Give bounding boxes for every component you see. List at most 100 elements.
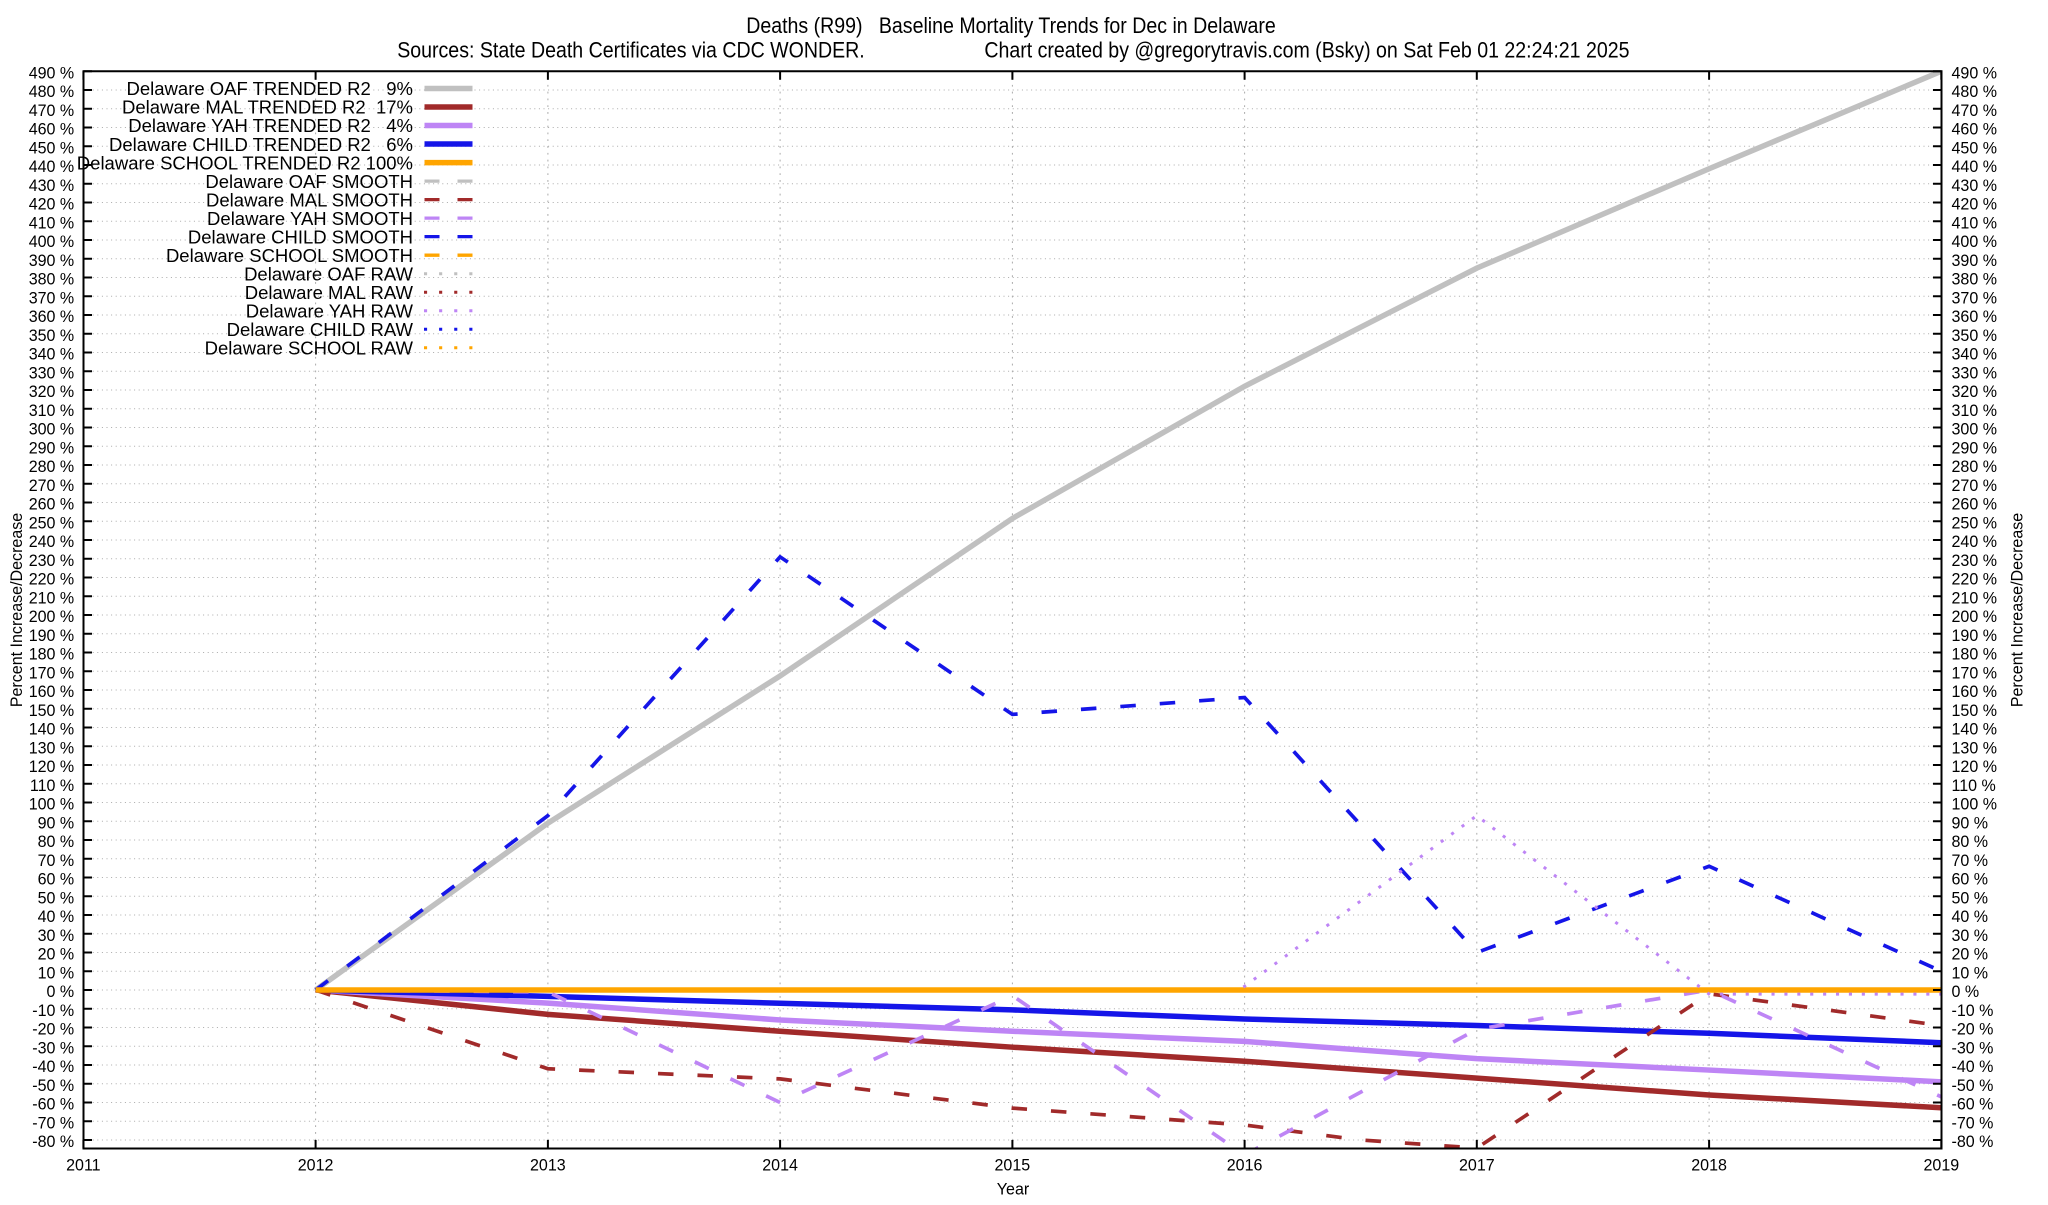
- svg-text:Delaware OAF TRENDED R2 9%: Delaware OAF TRENDED R2 9%: [127, 78, 414, 99]
- svg-text:-40 %: -40 %: [1952, 1057, 1994, 1077]
- svg-text:350 %: 350 %: [29, 325, 75, 345]
- svg-text:460 %: 460 %: [29, 119, 75, 139]
- svg-text:Percent Increase/Decrease: Percent Increase/Decrease: [7, 513, 27, 707]
- svg-text:210 %: 210 %: [29, 588, 75, 608]
- svg-text:120 %: 120 %: [29, 757, 75, 777]
- svg-text:360 %: 360 %: [1952, 307, 1998, 327]
- svg-text:-20 %: -20 %: [1952, 1019, 1994, 1039]
- svg-text:Delaware YAH RAW: Delaware YAH RAW: [246, 300, 414, 321]
- svg-text:320 %: 320 %: [1952, 382, 1998, 402]
- svg-text:460 %: 460 %: [1952, 119, 1998, 139]
- svg-text:-40 %: -40 %: [32, 1057, 74, 1077]
- svg-text:300 %: 300 %: [1952, 419, 1998, 439]
- svg-text:-50 %: -50 %: [32, 1075, 74, 1095]
- svg-text:40 %: 40 %: [1952, 907, 1989, 927]
- svg-text:-20 %: -20 %: [32, 1019, 74, 1039]
- svg-text:290 %: 290 %: [1952, 438, 1998, 458]
- svg-text:50 %: 50 %: [38, 888, 75, 908]
- svg-text:480 %: 480 %: [1952, 82, 1998, 102]
- svg-text:310 %: 310 %: [1952, 400, 1998, 420]
- svg-text:170 %: 170 %: [29, 663, 75, 683]
- svg-text:2017: 2017: [1459, 1155, 1495, 1175]
- svg-text:260 %: 260 %: [29, 494, 75, 514]
- svg-text:240 %: 240 %: [1952, 532, 1998, 552]
- svg-text:110 %: 110 %: [30, 775, 75, 795]
- svg-text:280 %: 280 %: [29, 457, 75, 477]
- svg-text:310 %: 310 %: [29, 400, 75, 420]
- svg-text:Delaware SCHOOL RAW: Delaware SCHOOL RAW: [205, 337, 414, 358]
- svg-text:Deaths (R99) Baseline Mortal: Deaths (R99) Baseline Mortality Trends f…: [746, 14, 1276, 39]
- svg-text:380 %: 380 %: [1952, 269, 1998, 289]
- svg-text:150 %: 150 %: [29, 700, 75, 720]
- svg-text:230 %: 230 %: [29, 550, 75, 570]
- svg-text:30 %: 30 %: [38, 925, 75, 945]
- svg-text:Delaware SCHOOL SMOOTH: Delaware SCHOOL SMOOTH: [166, 245, 413, 266]
- svg-text:300 %: 300 %: [29, 419, 75, 439]
- svg-text:Delaware OAF RAW: Delaware OAF RAW: [244, 263, 413, 284]
- svg-text:220 %: 220 %: [29, 569, 75, 589]
- svg-text:150 %: 150 %: [1952, 700, 1998, 720]
- svg-text:2019: 2019: [1924, 1155, 1960, 1175]
- svg-text:Delaware YAH TRENDED R2 4%: Delaware YAH TRENDED R2 4%: [128, 115, 413, 136]
- svg-text:10 %: 10 %: [38, 963, 75, 983]
- svg-text:270 %: 270 %: [29, 475, 75, 495]
- svg-text:-70 %: -70 %: [32, 1113, 74, 1133]
- svg-text:100 %: 100 %: [29, 794, 75, 814]
- svg-text:210 %: 210 %: [1952, 588, 1998, 608]
- svg-text:400 %: 400 %: [1952, 232, 1998, 252]
- svg-text:10 %: 10 %: [1952, 963, 1989, 983]
- svg-text:2012: 2012: [298, 1155, 334, 1175]
- svg-text:Delaware MAL SMOOTH: Delaware MAL SMOOTH: [206, 189, 413, 210]
- svg-text:430 %: 430 %: [1952, 175, 1998, 195]
- svg-text:370 %: 370 %: [1952, 288, 1998, 308]
- svg-text:-50 %: -50 %: [1952, 1075, 1994, 1095]
- svg-text:Delaware CHILD TRENDED R2 6%: Delaware CHILD TRENDED R2 6%: [109, 134, 413, 155]
- svg-text:Delaware OAF SMOOTH: Delaware OAF SMOOTH: [205, 171, 413, 192]
- svg-text:Delaware CHILD RAW: Delaware CHILD RAW: [227, 319, 414, 340]
- svg-text:-10 %: -10 %: [32, 1000, 74, 1020]
- svg-text:-70 %: -70 %: [1952, 1113, 1994, 1133]
- svg-text:490 %: 490 %: [1952, 63, 1998, 83]
- svg-text:440 %: 440 %: [29, 157, 75, 177]
- svg-text:470 %: 470 %: [1952, 100, 1998, 120]
- svg-text:Delaware MAL TRENDED R2 17%: Delaware MAL TRENDED R2 17%: [122, 97, 413, 118]
- svg-text:80 %: 80 %: [1952, 832, 1989, 852]
- svg-text:2015: 2015: [995, 1155, 1031, 1175]
- svg-text:440 %: 440 %: [1952, 157, 1998, 177]
- svg-text:20 %: 20 %: [1952, 944, 1989, 964]
- svg-text:50 %: 50 %: [1952, 888, 1989, 908]
- svg-text:140 %: 140 %: [1952, 719, 1998, 739]
- svg-text:2011: 2011: [66, 1155, 100, 1175]
- svg-text:380 %: 380 %: [29, 269, 75, 289]
- svg-text:270 %: 270 %: [1952, 475, 1998, 495]
- svg-text:410 %: 410 %: [1952, 213, 1998, 233]
- svg-text:190 %: 190 %: [1952, 625, 1998, 645]
- svg-text:490 %: 490 %: [29, 63, 75, 83]
- svg-text:290 %: 290 %: [29, 438, 75, 458]
- svg-text:90 %: 90 %: [38, 813, 75, 833]
- svg-text:0 %: 0 %: [1952, 982, 1980, 1002]
- svg-text:330 %: 330 %: [29, 363, 75, 383]
- svg-text:0 %: 0 %: [47, 982, 75, 1002]
- svg-text:20 %: 20 %: [38, 944, 75, 964]
- svg-text:-30 %: -30 %: [1952, 1038, 1994, 1058]
- svg-text:2013: 2013: [530, 1155, 566, 1175]
- svg-text:400 %: 400 %: [29, 232, 75, 252]
- svg-text:Delaware SCHOOL TRENDED R2 100: Delaware SCHOOL TRENDED R2 100%: [77, 152, 413, 173]
- svg-text:-60 %: -60 %: [32, 1094, 74, 1114]
- svg-text:160 %: 160 %: [29, 682, 75, 702]
- svg-text:180 %: 180 %: [1952, 644, 1998, 664]
- svg-text:180 %: 180 %: [29, 644, 75, 664]
- svg-text:240 %: 240 %: [29, 532, 75, 552]
- svg-text:Delaware YAH SMOOTH: Delaware YAH SMOOTH: [207, 208, 413, 229]
- svg-text:-80 %: -80 %: [32, 1132, 74, 1152]
- svg-text:Percent Increase/Decrease: Percent Increase/Decrease: [2007, 513, 2027, 707]
- svg-text:430 %: 430 %: [29, 175, 75, 195]
- svg-text:30 %: 30 %: [1952, 925, 1989, 945]
- svg-text:-80 %: -80 %: [1952, 1132, 1994, 1152]
- svg-text:330 %: 330 %: [1952, 363, 1998, 383]
- svg-text:320 %: 320 %: [29, 382, 75, 402]
- svg-text:60 %: 60 %: [1952, 869, 1989, 889]
- svg-text:450 %: 450 %: [29, 138, 75, 158]
- svg-text:70 %: 70 %: [1952, 850, 1989, 870]
